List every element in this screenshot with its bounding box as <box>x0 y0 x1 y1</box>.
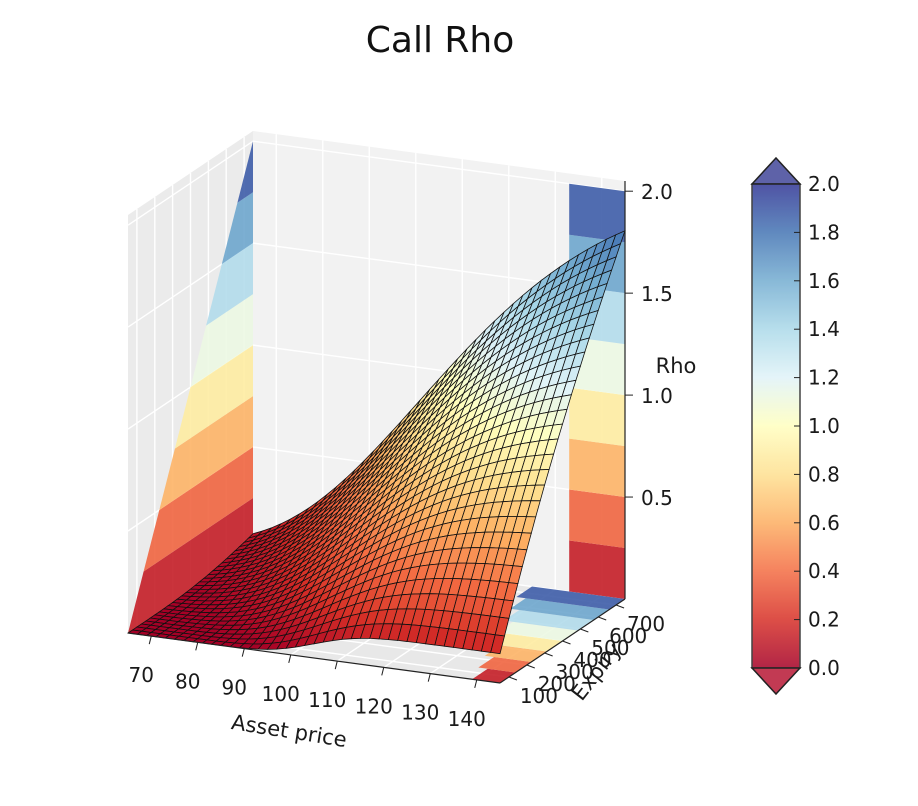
floor-band <box>503 610 594 631</box>
x-tick-mark <box>381 667 385 676</box>
chart-title: Call Rho <box>366 20 515 61</box>
y-tick-label: 700 <box>627 612 665 636</box>
x-tick-mark <box>427 673 431 682</box>
y-tick-mark <box>508 676 518 681</box>
x-tick-label: 80 <box>175 669 200 693</box>
left-wall-band <box>206 243 253 326</box>
colorbar-extend-top <box>750 156 802 185</box>
surface-patch <box>490 634 505 655</box>
rho-surface <box>126 229 626 655</box>
x-axis-label: Asset price <box>230 710 349 752</box>
x-tick-mark <box>195 642 199 651</box>
x-tick-mark <box>241 648 245 657</box>
z-tick-label: 0.5 <box>641 486 673 510</box>
colorbar-tick-label: 2.0 <box>808 172 840 196</box>
y-tick-mark <box>562 640 571 645</box>
colorbar-tick-label: 1.4 <box>808 317 840 341</box>
y-tick-label: 300 <box>556 660 594 684</box>
y-tick-mark <box>598 616 607 621</box>
y-tick-label: 500 <box>591 636 629 660</box>
x-tick-label: 70 <box>129 663 154 687</box>
floor-band <box>497 621 579 641</box>
colorbar-tick-label: 1.0 <box>808 414 840 438</box>
colorbar-tick-label: 0.6 <box>808 511 840 535</box>
floor-band <box>491 633 563 652</box>
y-tick-mark <box>526 664 535 669</box>
colorbar-extend-bottom <box>750 667 802 696</box>
x-tick-label: 90 <box>222 676 247 700</box>
colorbar-tick-label: 1.2 <box>808 366 840 390</box>
y-tick-mark <box>615 604 625 609</box>
colorbar-tick-label: 0.2 <box>808 608 840 632</box>
floor-band <box>516 586 625 610</box>
z-tick-label: 1.5 <box>641 282 673 306</box>
left-wall-band <box>237 141 253 203</box>
y-tick-mark <box>544 652 553 657</box>
left-wall-band <box>221 192 253 265</box>
y-tick-label: 600 <box>609 624 647 648</box>
back-wall-band <box>569 387 625 447</box>
y-tick-label: 200 <box>538 672 576 696</box>
z-axis-label: Rho <box>656 354 697 378</box>
left-wall-band <box>174 345 253 449</box>
x-tick-label: 100 <box>262 682 300 706</box>
y-tick-label: 400 <box>573 648 611 672</box>
x-tick-label: 140 <box>448 707 486 731</box>
x-tick-label: 120 <box>355 694 393 718</box>
axis-ticks: 70 80 90 100 110 120 130 1401002003004005006007… <box>129 180 673 731</box>
back-wall-band <box>569 438 625 497</box>
left-wall-band <box>190 294 253 388</box>
back-wall-band <box>569 540 625 599</box>
floor-band <box>478 657 532 673</box>
back-wall-contours <box>569 183 625 599</box>
colorbar: 0.0 0.2 0.4 0.6 0.8 1.0 1.2 1.4 1.6 1.8 2.0 <box>750 156 840 696</box>
x-axis-line <box>127 632 501 684</box>
x-tick-mark <box>288 654 292 663</box>
x-tick-label: 110 <box>308 688 346 712</box>
colorbar-body <box>751 183 801 669</box>
x-tick-mark <box>474 679 478 688</box>
x-tick-mark <box>334 661 338 670</box>
colorbar-tick-label: 0.0 <box>808 656 840 680</box>
back-wall-band <box>569 489 625 548</box>
z-tick-label: 1.0 <box>641 384 673 408</box>
left-wall-band <box>143 447 253 572</box>
colorbar-tick-label: 1.6 <box>808 269 840 293</box>
x-tick-label: 130 <box>401 701 439 725</box>
colorbar-tick-label: 1.8 <box>808 220 840 244</box>
left-wall-band <box>128 498 253 633</box>
y-tick-mark <box>580 628 589 633</box>
left-wall-contours <box>128 141 253 633</box>
left-wall-band <box>159 396 253 510</box>
colorbar-tick-label: 0.8 <box>808 462 840 486</box>
colorbar-tick-label: 0.4 <box>808 559 840 583</box>
floor-band <box>510 598 610 620</box>
colorbar-ticks: 0.0 0.2 0.4 0.6 0.8 1.0 1.2 1.4 1.6 1.8 2.0 <box>794 172 840 680</box>
x-tick-mark <box>148 636 152 645</box>
y-tick-label: 100 <box>520 684 558 708</box>
back-wall-band <box>569 183 625 243</box>
z-tick-label: 2.0 <box>641 180 673 204</box>
